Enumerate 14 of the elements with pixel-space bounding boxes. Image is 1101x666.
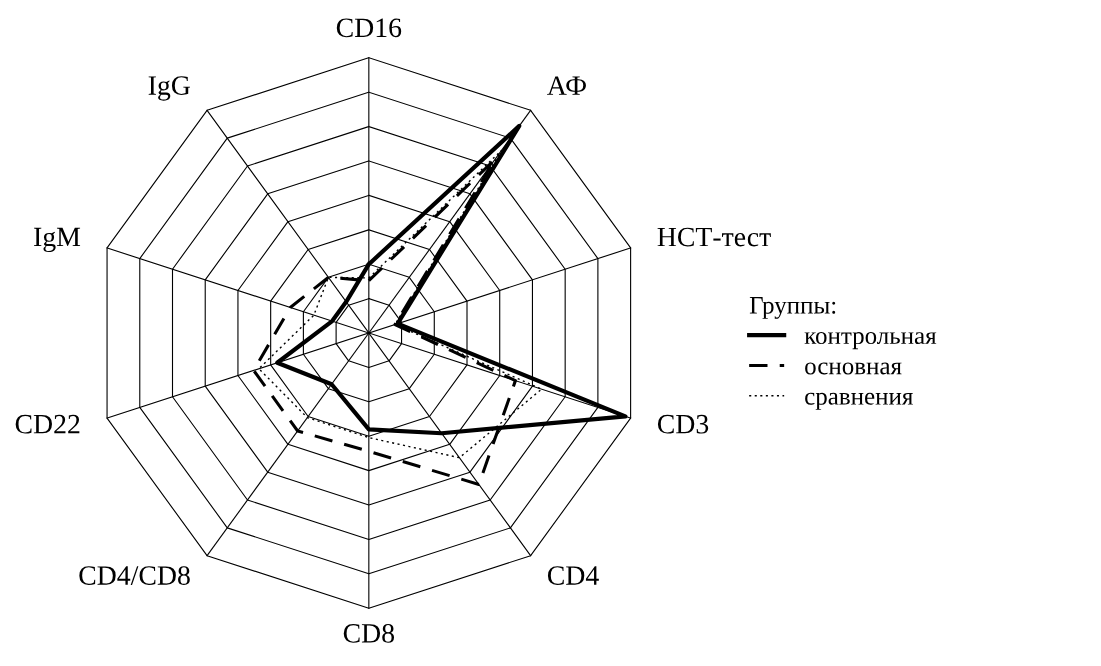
- spoke-label: АФ: [547, 76, 586, 95]
- spoke-label: IgM: [34, 227, 81, 253]
- spoke-label: CD16: [336, 18, 402, 38]
- legend-label: сравнения: [805, 392, 913, 410]
- spoke-label: CD22: [15, 414, 80, 434]
- spoke-label: CD4: [547, 566, 599, 585]
- spoke-label: IgG: [148, 76, 190, 101]
- legend-label: основная: [805, 362, 902, 375]
- legend-title: Группы:: [749, 297, 836, 319]
- spoke-label: CD8: [343, 623, 395, 643]
- spoke-label: CD3: [657, 414, 709, 434]
- legend-label: контрольная: [804, 332, 937, 350]
- spoke-label: CD4/CD8: [79, 566, 190, 585]
- spoke-label: НСТ-тест: [657, 227, 771, 247]
